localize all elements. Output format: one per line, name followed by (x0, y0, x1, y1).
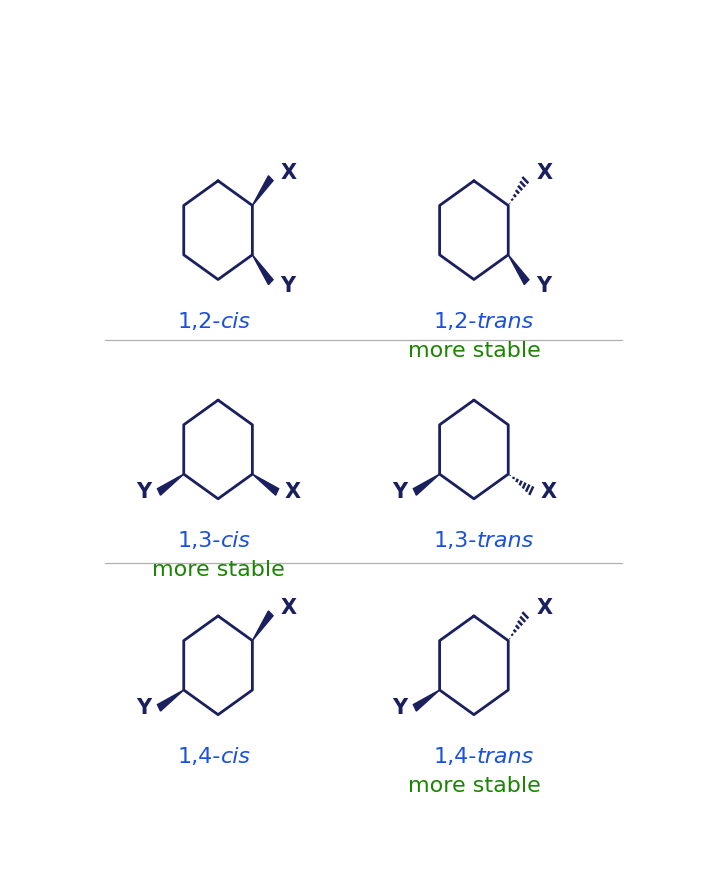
Text: X: X (537, 598, 552, 618)
Text: Y: Y (392, 698, 407, 718)
Polygon shape (158, 474, 184, 495)
Polygon shape (252, 175, 273, 206)
Polygon shape (252, 255, 273, 285)
Text: 1,3-: 1,3- (178, 531, 221, 551)
Text: X: X (537, 163, 552, 182)
Text: 1,4-: 1,4- (433, 747, 476, 767)
Polygon shape (413, 474, 439, 495)
Text: X: X (285, 482, 301, 502)
Polygon shape (252, 474, 278, 495)
Text: X: X (280, 598, 297, 618)
Text: X: X (541, 482, 557, 502)
Polygon shape (158, 690, 184, 711)
Text: trans: trans (476, 531, 534, 551)
Text: 1,4-: 1,4- (178, 747, 221, 767)
Text: Y: Y (136, 482, 151, 502)
Text: Y: Y (392, 482, 407, 502)
Text: more stable: more stable (408, 341, 540, 360)
Text: Y: Y (537, 276, 552, 296)
Text: more stable: more stable (152, 560, 285, 580)
Text: Y: Y (136, 698, 151, 718)
Text: 1,3-: 1,3- (433, 531, 476, 551)
Text: 1,2-: 1,2- (178, 312, 221, 332)
Text: X: X (280, 163, 297, 182)
Text: trans: trans (476, 312, 534, 332)
Text: more stable: more stable (408, 776, 540, 796)
Text: cis: cis (221, 747, 251, 767)
Text: cis: cis (221, 531, 251, 551)
Polygon shape (413, 690, 439, 711)
Text: trans: trans (476, 747, 534, 767)
Text: Y: Y (280, 276, 296, 296)
Text: 1,2-: 1,2- (433, 312, 476, 332)
Polygon shape (252, 611, 273, 641)
Polygon shape (508, 255, 529, 285)
Text: cis: cis (221, 312, 251, 332)
